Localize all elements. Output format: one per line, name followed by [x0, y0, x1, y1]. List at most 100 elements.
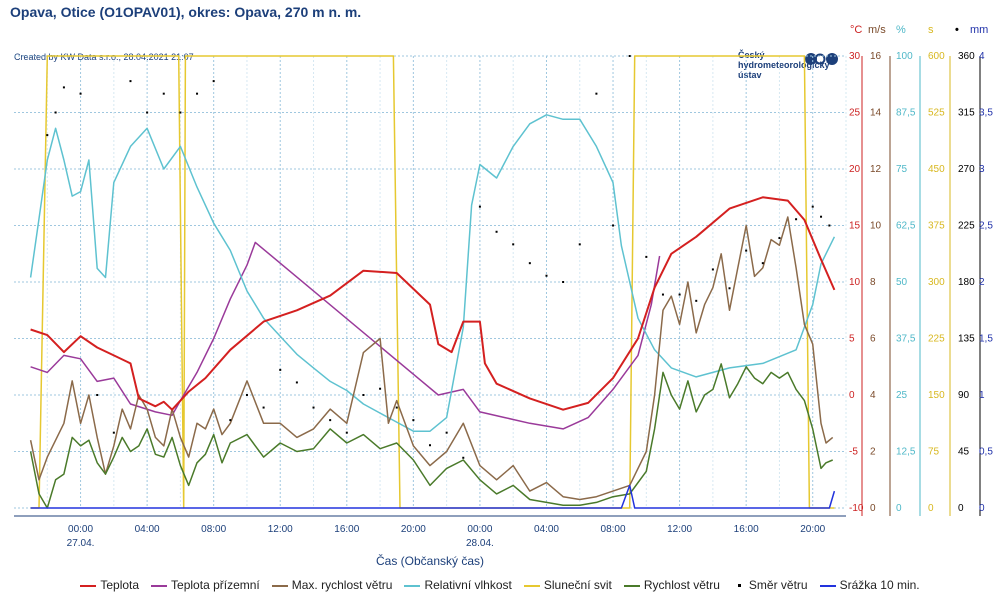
series-line-6 — [30, 484, 836, 509]
wind-direction-point — [112, 431, 115, 434]
wind-direction-point — [578, 243, 581, 246]
legend-swatch — [737, 584, 741, 588]
wind-direction-point — [778, 237, 781, 240]
wind-direction-point — [545, 274, 548, 277]
y-tick-label: 0 — [958, 503, 964, 514]
wind-direction-point — [528, 262, 531, 265]
x-date-label: 28.04. — [466, 538, 494, 549]
y-tick-label: 0 — [870, 503, 876, 514]
x-tick-label: 12:00 — [667, 524, 692, 535]
y-tick-label: 1 — [979, 390, 985, 401]
x-tick-label: 08:00 — [601, 524, 626, 535]
y-tick-label: -10 — [849, 503, 864, 514]
legend-label: Relativní vlhkost — [424, 578, 512, 592]
y-tick-label: 15 — [849, 221, 861, 232]
y-tick-label: 375 — [928, 221, 945, 232]
y-tick-label: 2 — [979, 277, 985, 288]
y-tick-label: 150 — [928, 390, 945, 401]
wind-direction-point — [711, 268, 714, 271]
legend-swatch — [404, 584, 421, 587]
legend-item: Rychlost větru — [623, 578, 720, 592]
x-axis-title: Čas (Občanský čas) — [376, 553, 484, 568]
x-tick-label: 04:00 — [534, 524, 559, 535]
wind-direction-point — [46, 134, 49, 137]
wind-direction-point — [462, 456, 465, 459]
legend-item: Teplota — [80, 578, 139, 592]
y-tick-label: 87,5 — [896, 108, 916, 119]
wind-direction-point — [478, 205, 481, 208]
chmi-label-line-3: ústav — [738, 70, 762, 80]
wind-direction-point — [179, 111, 182, 114]
wind-direction-point — [362, 394, 365, 396]
y-axis-unit: % — [896, 24, 906, 36]
wind-direction-point — [562, 281, 565, 283]
wind-direction-point — [795, 218, 798, 221]
legend-label: Max. rychlost větru — [291, 578, 393, 592]
y-axis-unit: • — [955, 24, 959, 36]
wind-direction-point — [628, 55, 631, 57]
wind-direction-point — [495, 230, 498, 233]
wind-direction-point — [645, 255, 648, 258]
y-tick-label: 10 — [870, 221, 882, 232]
y-tick-label: 2,5 — [979, 221, 993, 232]
y-axis-unit: °C — [850, 24, 862, 36]
legend-swatch — [819, 584, 836, 587]
y-tick-label: 45 — [958, 447, 970, 458]
legend-swatch — [151, 584, 168, 587]
chmi-label-line-1: Český — [738, 50, 765, 60]
wind-direction-point — [245, 394, 248, 396]
y-tick-label: 225 — [928, 334, 945, 345]
y-tick-label: 12 — [870, 164, 882, 175]
legend-label: Sluneční svit — [543, 578, 612, 592]
wind-direction-point — [162, 92, 165, 95]
legend-item: Srážka 10 min. — [819, 578, 920, 592]
legend-label: Rychlost větru — [643, 578, 720, 592]
y-tick-label: 270 — [958, 164, 975, 175]
x-tick-label: 04:00 — [135, 524, 160, 535]
y-tick-label: 300 — [928, 277, 945, 288]
y-tick-label: 100 — [896, 51, 913, 62]
wind-direction-point — [761, 262, 764, 265]
x-tick-label: 20:00 — [401, 524, 426, 535]
chart-legend: Teplota Teplota přízemní Max. rychlost vět… — [0, 578, 1000, 592]
chmi-label-line-2: hydrometeorologický — [738, 60, 830, 70]
wind-direction-point — [345, 431, 348, 434]
y-tick-label: 12,5 — [896, 447, 916, 458]
wind-direction-point — [728, 287, 731, 290]
wind-direction-point — [295, 381, 298, 384]
wind-direction-point — [329, 419, 332, 422]
y-tick-label: 315 — [958, 108, 975, 119]
x-tick-label: 16:00 — [734, 524, 759, 535]
wind-direction-point — [828, 224, 831, 227]
y-tick-label: 62,5 — [896, 221, 916, 232]
y-tick-label: 5 — [849, 334, 855, 345]
wind-direction-point — [312, 406, 315, 409]
y-tick-label: 75 — [928, 447, 940, 458]
wind-direction-point — [512, 243, 515, 246]
wind-direction-point — [62, 86, 65, 89]
wind-direction-point — [212, 80, 215, 83]
series-line-1 — [30, 241, 661, 430]
y-tick-label: 525 — [928, 108, 945, 119]
y-tick-label: 37,5 — [896, 334, 916, 345]
y-tick-label: 8 — [870, 277, 876, 288]
legend-swatch — [523, 584, 540, 587]
y-tick-label: 180 — [958, 277, 975, 288]
y-tick-label: 0 — [928, 503, 934, 514]
chmi-label: Český hydrometeorologický ústav — [738, 50, 830, 80]
legend-label: Teplota přízemní — [171, 578, 260, 592]
y-axis-unit: mm — [970, 24, 988, 36]
y-tick-label: 50 — [896, 277, 908, 288]
series-line-5 — [29, 363, 833, 509]
wind-direction-point — [395, 406, 398, 409]
wind-direction-point — [412, 419, 415, 422]
x-tick-label: 20:00 — [800, 524, 825, 535]
y-axis-unit: s — [928, 24, 934, 36]
legend-swatch — [80, 584, 97, 587]
y-tick-label: 30 — [849, 51, 861, 62]
legend-label: Směr větru — [748, 578, 808, 592]
wind-direction-point — [79, 92, 82, 95]
wind-direction-point — [811, 205, 814, 208]
legend-swatch — [623, 584, 640, 587]
